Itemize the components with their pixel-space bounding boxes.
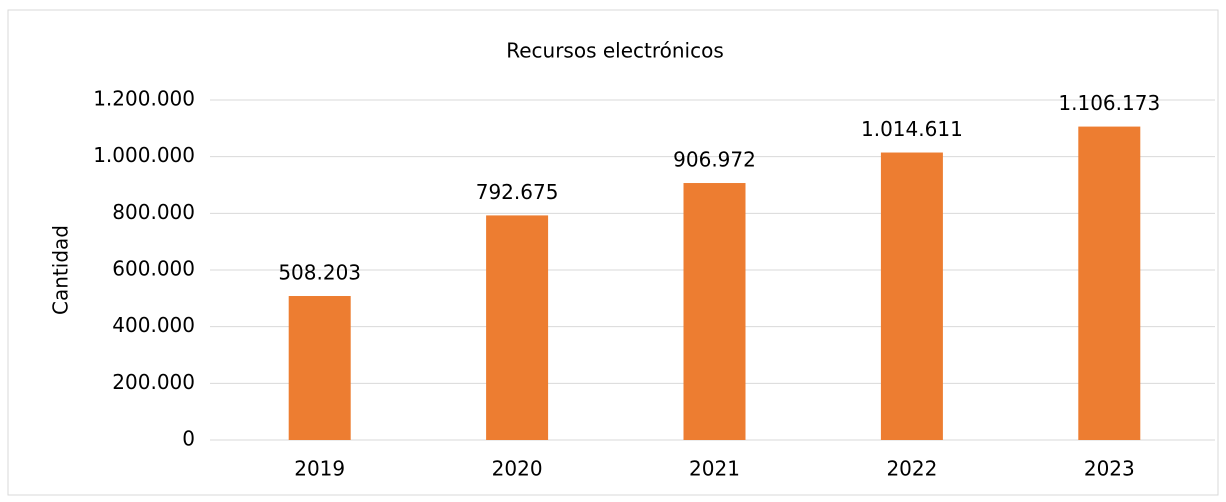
data-label: 1.014.611: [861, 117, 963, 141]
y-tick-label: 0: [182, 427, 195, 451]
chart-title: Recursos electrónicos: [506, 39, 724, 63]
chart-frame: [7, 9, 1219, 496]
y-tick-label: 400.000: [112, 313, 195, 337]
bar: [683, 183, 746, 440]
data-label: 792.675: [476, 180, 559, 204]
y-tick-label: 1.200.000: [93, 87, 195, 111]
x-tick-label: 2020: [492, 457, 543, 481]
bar: [880, 152, 943, 440]
bar: [486, 215, 549, 440]
bar: [1078, 126, 1141, 440]
y-tick-label: 800.000: [112, 200, 195, 224]
x-tick-label: 2019: [294, 457, 345, 481]
y-tick-label: 200.000: [112, 370, 195, 394]
x-tick-label: 2021: [689, 457, 740, 481]
data-label: 508.203: [278, 261, 361, 285]
x-tick-label: 2022: [886, 457, 937, 481]
data-label: 1.106.173: [1058, 91, 1160, 115]
data-label: 906.972: [673, 148, 756, 172]
y-tick-label: 1.000.000: [93, 143, 195, 167]
y-axis-label: Cantidad: [49, 225, 73, 315]
y-tick-label: 600.000: [112, 257, 195, 281]
bar: [288, 296, 351, 440]
x-tick-label: 2023: [1084, 457, 1135, 481]
